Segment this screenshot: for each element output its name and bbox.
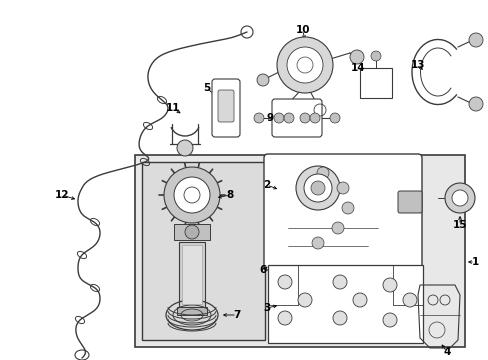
Circle shape	[370, 51, 380, 61]
Bar	[267, 265, 422, 343]
Text: 2: 2	[263, 180, 270, 190]
Circle shape	[284, 113, 293, 123]
Text: 6: 6	[259, 265, 266, 275]
FancyBboxPatch shape	[212, 79, 240, 137]
Bar	[182, 245, 202, 304]
Bar	[135, 155, 464, 347]
Text: 13: 13	[410, 60, 425, 70]
Circle shape	[349, 50, 363, 64]
Text: 1: 1	[470, 257, 478, 267]
Text: 5: 5	[203, 83, 210, 93]
FancyBboxPatch shape	[264, 154, 421, 270]
Circle shape	[278, 311, 291, 325]
Text: 4: 4	[443, 347, 450, 357]
Circle shape	[451, 190, 467, 206]
Circle shape	[257, 74, 268, 86]
Circle shape	[332, 311, 346, 325]
Circle shape	[297, 293, 311, 307]
Bar	[179, 242, 204, 307]
Text: 11: 11	[165, 103, 180, 113]
Text: 9: 9	[266, 113, 273, 123]
Text: 15: 15	[452, 220, 467, 230]
Circle shape	[468, 33, 482, 47]
Circle shape	[276, 37, 332, 93]
Circle shape	[309, 113, 319, 123]
Circle shape	[382, 313, 396, 327]
Text: 8: 8	[226, 190, 233, 200]
Circle shape	[253, 113, 264, 123]
Bar	[177, 307, 206, 315]
Circle shape	[332, 275, 346, 289]
FancyBboxPatch shape	[271, 99, 321, 137]
Circle shape	[311, 237, 324, 249]
Circle shape	[273, 113, 284, 123]
Circle shape	[329, 113, 339, 123]
Bar	[142, 162, 264, 340]
Circle shape	[402, 293, 416, 307]
Circle shape	[468, 97, 482, 111]
Circle shape	[444, 183, 474, 213]
Circle shape	[304, 174, 331, 202]
FancyBboxPatch shape	[218, 90, 234, 122]
Bar	[174, 224, 209, 240]
Circle shape	[174, 177, 209, 213]
FancyBboxPatch shape	[397, 191, 421, 213]
Text: 7: 7	[233, 310, 240, 320]
Circle shape	[295, 166, 339, 210]
Text: 3: 3	[263, 303, 270, 313]
Circle shape	[316, 167, 328, 179]
Circle shape	[286, 47, 323, 83]
Circle shape	[299, 113, 309, 123]
Circle shape	[382, 278, 396, 292]
Text: 12: 12	[55, 190, 69, 200]
Circle shape	[341, 202, 353, 214]
Circle shape	[310, 181, 325, 195]
Circle shape	[163, 167, 220, 223]
Text: 14: 14	[350, 63, 365, 73]
Circle shape	[336, 182, 348, 194]
Circle shape	[331, 222, 343, 234]
Circle shape	[184, 225, 199, 239]
Circle shape	[177, 140, 193, 156]
Circle shape	[352, 293, 366, 307]
FancyBboxPatch shape	[359, 68, 391, 98]
Text: 10: 10	[295, 25, 309, 35]
Circle shape	[278, 275, 291, 289]
